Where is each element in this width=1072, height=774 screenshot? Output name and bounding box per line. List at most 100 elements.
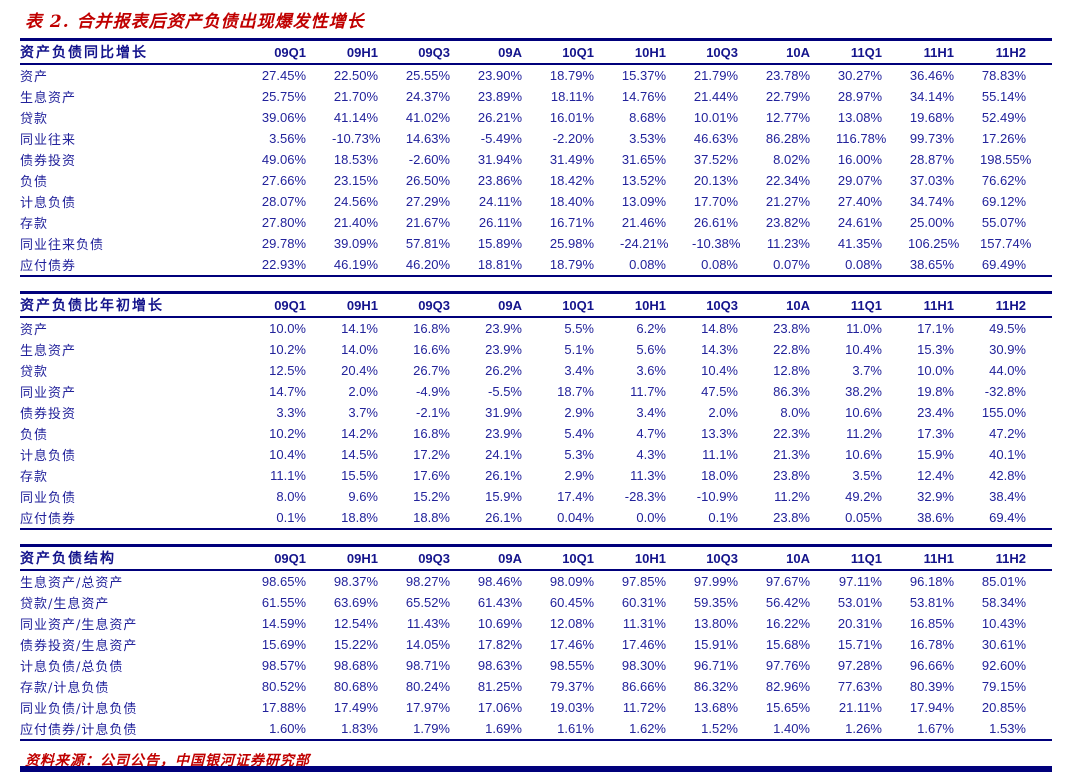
value-cell: 17.94% <box>909 700 954 715</box>
value-cell: 26.11% <box>478 215 522 230</box>
value-cell: 15.37% <box>621 68 666 83</box>
value-cell: 17.1% <box>917 321 954 336</box>
value-cell: 17.06% <box>477 700 522 715</box>
value-cell: 97.11% <box>838 574 882 589</box>
value-cell: -28.3% <box>624 489 666 504</box>
column-header: 11H2 <box>980 291 1052 318</box>
value-cell: 40.1% <box>989 447 1026 462</box>
value-cell: 3.4% <box>564 363 594 378</box>
value-cell: 81.25% <box>477 679 522 694</box>
table-row: 生息资产/总资产 98.65% 98.37% 98.27% 98.46% 98.09% 97… <box>20 570 1052 592</box>
value-cell: 14.3% <box>701 342 738 357</box>
column-header: 10Q1 <box>548 38 620 65</box>
value-cell: 11.0% <box>846 321 882 336</box>
value-cell: -10.73% <box>332 131 381 146</box>
row-label: 债券投资 <box>20 154 77 169</box>
column-header: 11Q1 <box>836 291 908 318</box>
value-cell: 98.27% <box>405 574 450 589</box>
value-cell: 8.68% <box>629 110 666 125</box>
value-cell: 14.63% <box>405 131 450 146</box>
value-cell: 97.99% <box>693 574 738 589</box>
header-row: 资产负债比年初增长 09Q1 09H1 09Q3 09A 10Q1 10H1 10Q3 10A 1… <box>20 291 1052 318</box>
value-cell: 11.72% <box>622 700 666 715</box>
value-cell: 4.3% <box>636 447 666 462</box>
value-cell: 8.0% <box>780 405 810 420</box>
column-header: 11Q1 <box>836 544 908 571</box>
value-cell: 17.6% <box>413 468 450 483</box>
value-cell: 2.9% <box>564 468 594 483</box>
value-cell: 5.3% <box>564 447 594 462</box>
value-cell: 18.11% <box>550 89 594 104</box>
value-cell: 14.7% <box>269 384 306 399</box>
value-cell: 17.88% <box>261 700 306 715</box>
table-row: 计息负债 10.4% 14.5% 17.2% 24.1% 5.3% 4.3% 11.1% 21.… <box>20 444 1052 465</box>
value-cell: 98.37% <box>333 574 378 589</box>
value-cell: -5.5% <box>488 384 522 399</box>
value-cell: 86.32% <box>693 679 738 694</box>
row-label: 负债 <box>20 428 49 443</box>
value-cell: 11.1% <box>270 468 306 483</box>
financial-table: 资产负债比年初增长 09Q1 09H1 09Q3 09A 10Q1 10H1 10Q3 10A 1… <box>20 291 1052 530</box>
value-cell: 8.0% <box>276 489 306 504</box>
value-cell: 78.83% <box>981 68 1026 83</box>
value-cell: 31.65% <box>621 152 666 167</box>
value-cell: 96.18% <box>909 574 954 589</box>
column-header: 10Q1 <box>548 291 620 318</box>
value-cell: 15.9% <box>917 447 954 462</box>
value-cell: 24.1% <box>485 447 522 462</box>
value-cell: 27.80% <box>261 215 306 230</box>
value-cell: 11.1% <box>702 447 738 462</box>
value-cell: 20.31% <box>837 616 882 631</box>
value-cell: 16.01% <box>549 110 594 125</box>
table-row: 同业往来 3.56% -10.73% 14.63% -5.49% -2.20% 3.53% 4… <box>20 128 1052 149</box>
value-cell: 0.07% <box>764 254 836 277</box>
value-cell: 14.76% <box>621 89 666 104</box>
value-cell: 14.1% <box>341 321 378 336</box>
value-cell: 17.70% <box>693 194 738 209</box>
value-cell: 80.52% <box>261 679 306 694</box>
value-cell: 97.76% <box>765 658 810 673</box>
value-cell: 60.31% <box>621 595 666 610</box>
value-cell: 86.3% <box>773 384 810 399</box>
table-row: 同业负债 8.0% 9.6% 15.2% 15.9% 17.4% -28.3% -10.9% 1… <box>20 486 1052 507</box>
value-cell: 24.56% <box>333 194 378 209</box>
value-cell: -10.9% <box>696 489 738 504</box>
value-cell: 17.82% <box>477 637 522 652</box>
table-row: 同业资产/生息资产 14.59% 12.54% 11.43% 10.69% 12.08% 1… <box>20 613 1052 634</box>
value-cell: 38.2% <box>845 384 882 399</box>
column-header: 10A <box>764 38 836 65</box>
value-cell: 4.7% <box>636 426 666 441</box>
value-cell: -5.49% <box>480 131 522 146</box>
value-cell: 3.7% <box>852 363 882 378</box>
value-cell: 39.06% <box>261 110 306 125</box>
value-cell: 80.39% <box>909 679 954 694</box>
value-cell: 12.8% <box>773 363 810 378</box>
value-cell: 30.27% <box>837 68 882 83</box>
column-header: 10Q3 <box>692 38 764 65</box>
value-cell: 10.4% <box>269 447 306 462</box>
table-row: 同业往来负债 29.78% 39.09% 57.81% 15.89% 25.98% -24.… <box>20 233 1052 254</box>
value-cell: 28.07% <box>261 194 306 209</box>
row-label: 贷款 <box>20 365 49 380</box>
value-cell: 59.35% <box>693 595 738 610</box>
value-cell: 79.37% <box>549 679 594 694</box>
value-cell: 1.26% <box>836 718 908 741</box>
value-cell: 86.28% <box>765 131 810 146</box>
row-label: 生息资产 <box>20 91 77 106</box>
value-cell: 23.78% <box>765 68 810 83</box>
table-row: 债券投资/生息资产 15.69% 15.22% 14.05% 17.82% 17.46% 1… <box>20 634 1052 655</box>
value-cell: 23.90% <box>477 68 522 83</box>
row-label: 存款 <box>20 470 49 485</box>
value-cell: 76.62% <box>981 173 1026 188</box>
value-cell: 25.55% <box>405 68 450 83</box>
value-cell: 6.2% <box>636 321 666 336</box>
value-cell: 1.69% <box>476 718 548 741</box>
value-cell: 23.4% <box>917 405 954 420</box>
value-cell: 28.97% <box>837 89 882 104</box>
value-cell: 98.46% <box>477 574 522 589</box>
header-row: 资产负债同比增长 09Q1 09H1 09Q3 09A 10Q1 10H1 10Q3 10A 11… <box>20 38 1052 65</box>
value-cell: 25.98% <box>549 236 594 251</box>
value-cell: 16.71% <box>549 215 594 230</box>
value-cell: 0.0% <box>620 507 692 530</box>
value-cell: 9.6% <box>348 489 378 504</box>
